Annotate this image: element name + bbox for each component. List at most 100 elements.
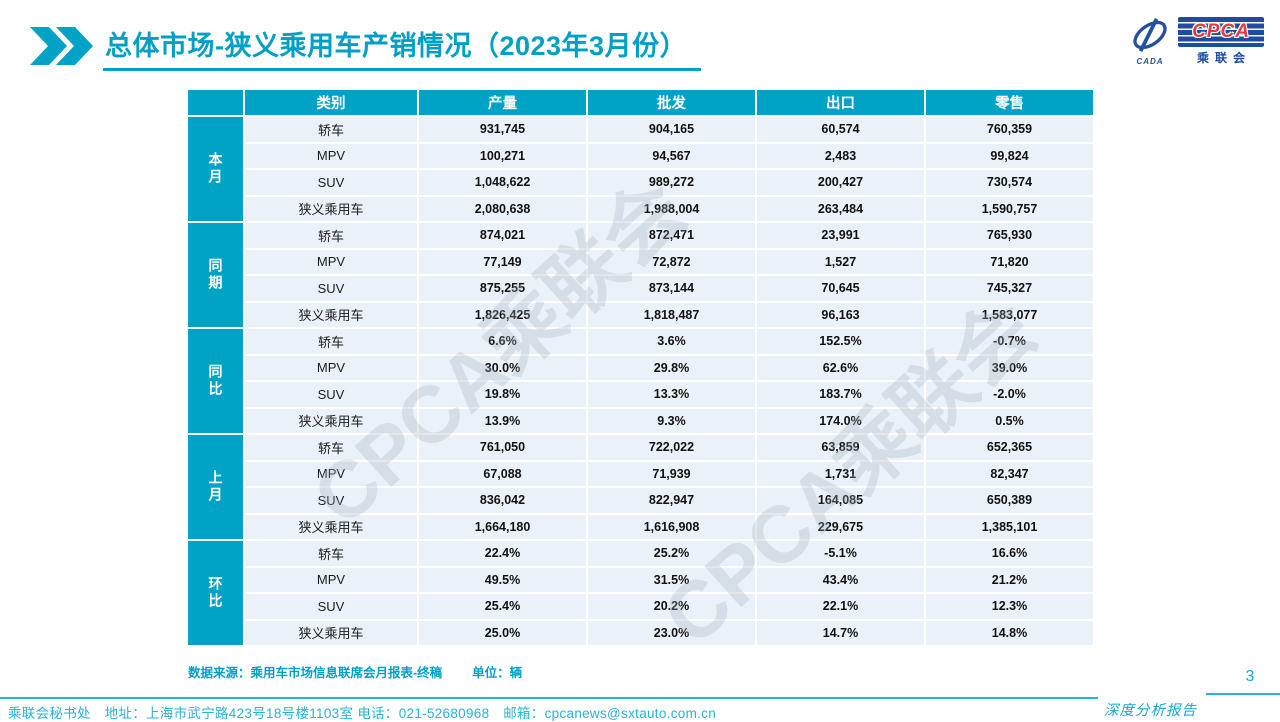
table-row: MPV 30.0% 29.8% 62.6% 39.0% <box>188 355 1093 380</box>
category-cell: 轿车 <box>245 435 417 460</box>
category-cell: MPV <box>245 143 417 168</box>
footer-contact-info: 乘联会秘书处 地址：上海市武宁路423号18号楼1103室 电话：021-526… <box>8 706 717 721</box>
value-cell: 1,826,425 <box>419 302 586 327</box>
table-row: 狭义乘用车 2,080,638 1,988,004 263,484 1,590,757 <box>188 196 1093 221</box>
value-cell: 174.0% <box>757 408 924 433</box>
value-cell: 1,988,004 <box>588 196 755 221</box>
cpca-flag: CPCA <box>1178 17 1264 47</box>
value-cell: 14.8% <box>926 620 1093 645</box>
cpca-logo: CADA CPCA 乘联会 <box>1125 17 1264 66</box>
table-row: SUV 25.4% 20.2% 22.1% 12.3% <box>188 594 1093 619</box>
cpca-wordmark: CPCA <box>1192 21 1250 42</box>
value-cell: 722,022 <box>588 435 755 460</box>
cada-label: CADA <box>1136 57 1164 66</box>
double-chevron-icon <box>28 26 94 66</box>
value-cell: 2,080,638 <box>419 196 586 221</box>
value-cell: 1,385,101 <box>926 514 1093 539</box>
page-title: 总体市场-狭义乘用车产销情况（2023年3月份） <box>103 24 702 71</box>
value-cell: -2.0% <box>926 382 1093 407</box>
category-cell: SUV <box>245 488 417 513</box>
value-cell: 21.2% <box>926 567 1093 592</box>
table-row: 狭义乘用车 25.0% 23.0% 14.7% 14.8% <box>188 620 1093 645</box>
value-cell: 25.0% <box>419 620 586 645</box>
value-cell: 229,675 <box>757 514 924 539</box>
value-cell: 77,149 <box>419 249 586 274</box>
value-cell: 1,048,622 <box>419 170 586 195</box>
value-cell: 822,947 <box>588 488 755 513</box>
value-cell: 6.6% <box>419 329 586 354</box>
value-cell: 989,272 <box>588 170 755 195</box>
value-cell: 3.6% <box>588 329 755 354</box>
row-group-label: 环比 <box>188 541 243 645</box>
value-cell: 30.0% <box>419 355 586 380</box>
value-cell: 2,483 <box>757 143 924 168</box>
value-cell: 23.0% <box>588 620 755 645</box>
column-header-export: 出口 <box>757 90 924 115</box>
table-row: 狭义乘用车 1,826,425 1,818,487 96,163 1,583,077 <box>188 302 1093 327</box>
value-cell: 16.6% <box>926 541 1093 566</box>
table-row: SUV 875,255 873,144 70,645 745,327 <box>188 276 1093 301</box>
table-row: MPV 49.5% 31.5% 43.4% 21.2% <box>188 567 1093 592</box>
value-cell: 13.9% <box>419 408 586 433</box>
value-cell: 71,820 <box>926 249 1093 274</box>
cpca-logo-block: CPCA 乘联会 <box>1178 17 1264 66</box>
value-cell: 13.3% <box>588 382 755 407</box>
footer-accent-line <box>1206 693 1280 695</box>
value-cell: 931,745 <box>419 117 586 142</box>
category-cell: SUV <box>245 594 417 619</box>
table-row: 同比 轿车 6.6% 3.6% 152.5% -0.7% <box>188 329 1093 433</box>
value-cell: 99,824 <box>926 143 1093 168</box>
category-cell: 狭义乘用车 <box>245 196 417 221</box>
category-cell: 狭义乘用车 <box>245 302 417 327</box>
value-cell: 1,590,757 <box>926 196 1093 221</box>
table-row: MPV 77,149 72,872 1,527 71,820 <box>188 249 1093 274</box>
table-row: MPV 67,088 71,939 1,731 82,347 <box>188 461 1093 486</box>
value-cell: 63,859 <box>757 435 924 460</box>
row-group-label: 同期 <box>188 223 243 327</box>
value-cell: 49.5% <box>419 567 586 592</box>
value-cell: 19.8% <box>419 382 586 407</box>
value-cell: 765,930 <box>926 223 1093 248</box>
row-group-label: 同比 <box>188 329 243 433</box>
value-cell: 96,163 <box>757 302 924 327</box>
value-cell: 652,365 <box>926 435 1093 460</box>
value-cell: 67,088 <box>419 461 586 486</box>
value-cell: 94,567 <box>588 143 755 168</box>
table-header-row: 类别 产量 批发 出口 零售 <box>188 90 1093 115</box>
category-cell: MPV <box>245 461 417 486</box>
value-cell: 1,818,487 <box>588 302 755 327</box>
table-row: SUV 19.8% 13.3% 183.7% -2.0% <box>188 382 1093 407</box>
value-cell: 904,165 <box>588 117 755 142</box>
value-cell: 71,939 <box>588 461 755 486</box>
value-cell: 183.7% <box>757 382 924 407</box>
value-cell: 152.5% <box>757 329 924 354</box>
table-row: SUV 1,048,622 989,272 200,427 730,574 <box>188 170 1093 195</box>
table-row: 同期 轿车 874,021 872,471 23,991 765,930 <box>188 223 1093 327</box>
value-cell: 62.6% <box>757 355 924 380</box>
value-cell: 263,484 <box>757 196 924 221</box>
value-cell: 23,991 <box>757 223 924 248</box>
value-cell: 25.2% <box>588 541 755 566</box>
value-cell: 12.3% <box>926 594 1093 619</box>
value-cell: 1,731 <box>757 461 924 486</box>
table-body: 本月 轿车 931,745 904,165 60,574 760,359 MPV 100,27… <box>188 117 1093 645</box>
value-cell: 730,574 <box>926 170 1093 195</box>
row-group-label: 上月 <box>188 435 243 539</box>
column-header-production: 产量 <box>419 90 586 115</box>
report-type-label: 深度分析报告 <box>1104 703 1197 719</box>
category-cell: MPV <box>245 355 417 380</box>
value-cell: 60,574 <box>757 117 924 142</box>
category-cell: 轿车 <box>245 117 417 142</box>
category-cell: 狭义乘用车 <box>245 408 417 433</box>
value-cell: 22.4% <box>419 541 586 566</box>
cpca-chinese-label: 乘联会 <box>1196 51 1251 65</box>
category-cell: 轿车 <box>245 329 417 354</box>
value-cell: 20.2% <box>588 594 755 619</box>
market-data-table: 类别 产量 批发 出口 零售 本月 轿车 931,745 904,165 60,574 7… <box>186 88 1095 647</box>
value-cell: 14.7% <box>757 620 924 645</box>
value-cell: 1,664,180 <box>419 514 586 539</box>
value-cell: 39.0% <box>926 355 1093 380</box>
value-cell: 25.4% <box>419 594 586 619</box>
cada-swoosh-icon: CADA <box>1125 17 1175 66</box>
value-cell: 745,327 <box>926 276 1093 301</box>
